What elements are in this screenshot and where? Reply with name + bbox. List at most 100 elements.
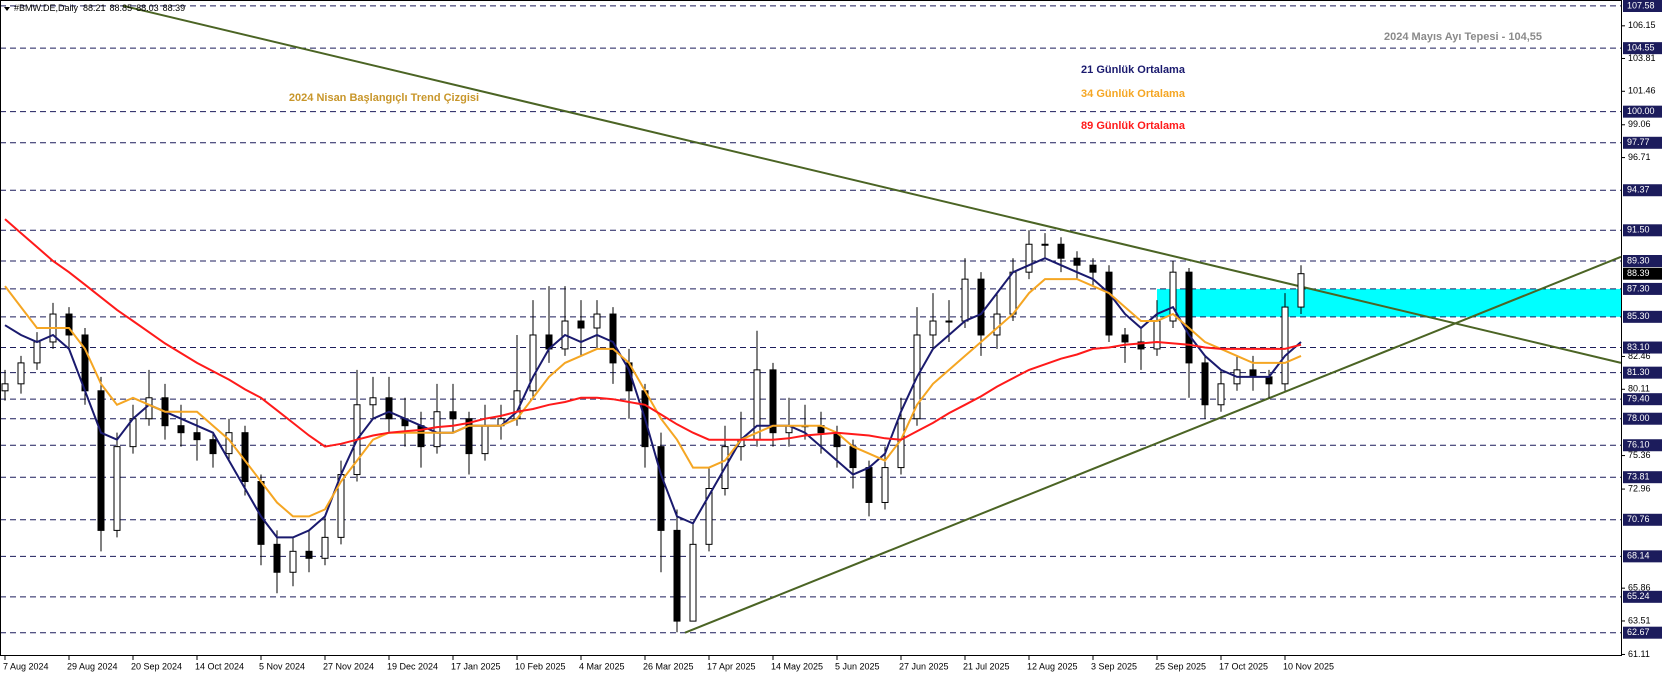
y-tick-label: 63.51 (1628, 615, 1651, 625)
candle-body (305, 550, 313, 559)
candle-body (753, 369, 761, 441)
y-tick-label: 65.86 (1628, 583, 1651, 593)
high-value: 88.85 (110, 3, 133, 13)
candle-body (385, 397, 393, 420)
y-tick-label: 75.36 (1628, 450, 1651, 460)
menu-icon (4, 7, 10, 11)
x-tick-label: 7 Aug 2024 (3, 661, 49, 671)
y-tick-label: 96.71 (1628, 152, 1651, 162)
level-label: 78.00 (1627, 413, 1650, 423)
level-label: 89.30 (1627, 255, 1650, 265)
y-tick-label: 72.96 (1628, 483, 1651, 493)
annotation: 2024 Mayıs Ayı Tepesi - 104,55 (1384, 31, 1542, 43)
last-price-label: 88.39 (1627, 268, 1650, 278)
candle-body (369, 397, 377, 406)
x-tick-label: 14 Oct 2024 (195, 661, 244, 671)
moving-average (4, 218, 1302, 448)
x-tick-label: 4 Mar 2025 (579, 661, 625, 671)
low-value: 88.03 (136, 3, 159, 13)
x-tick-label: 17 Jan 2025 (451, 661, 501, 671)
candle-body (433, 411, 441, 448)
candle-body (209, 439, 217, 455)
candle-body (177, 425, 185, 434)
moving-average (4, 257, 1302, 539)
x-tick-label: 10 Nov 2025 (1283, 661, 1334, 671)
candle-body (65, 313, 73, 336)
candle-body (1121, 334, 1129, 343)
candle-body (529, 334, 537, 392)
level-label: 62.67 (1627, 627, 1650, 637)
candle-body (17, 362, 25, 385)
candle-body (1089, 264, 1097, 273)
level-label: 100.00 (1627, 106, 1655, 116)
level-label: 97.77 (1627, 137, 1650, 147)
candle-body (705, 488, 713, 545)
x-tick-label: 25 Sep 2025 (1155, 661, 1206, 671)
candle-body (865, 467, 873, 503)
candle-body (977, 278, 985, 336)
level-label-bg (1623, 255, 1662, 268)
x-tick-label: 14 May 2025 (771, 661, 823, 671)
trend-line (684, 255, 1622, 634)
candle-body (145, 397, 153, 420)
x-tick-label: 20 Sep 2024 (131, 661, 182, 671)
level-label-bg (1623, 310, 1662, 323)
candle-body (929, 320, 937, 336)
x-tick-label: 17 Apr 2025 (707, 661, 756, 671)
level-label-bg (1623, 224, 1662, 237)
level-label-bg (1623, 0, 1662, 12)
x-tick-label: 26 Mar 2025 (643, 661, 694, 671)
x-tick-label: 10 Feb 2025 (515, 661, 566, 671)
level-label-bg (1623, 513, 1662, 526)
level-label-bg (1623, 105, 1662, 118)
x-tick-label: 27 Jun 2025 (899, 661, 949, 671)
y-tick-label: 99.06 (1628, 119, 1651, 129)
candle-body (961, 278, 969, 322)
level-label: 65.24 (1627, 591, 1650, 601)
candle-body (33, 341, 41, 364)
candle-body (1073, 257, 1081, 266)
candle-body (273, 543, 281, 573)
level-label-bg (1623, 366, 1662, 379)
level-label-bg (1623, 393, 1662, 406)
candle-body (1041, 243, 1049, 246)
level-label: 81.30 (1627, 367, 1650, 377)
legend-entry: 34 Günlük Ortalama (1081, 88, 1186, 100)
zone (1157, 288, 1622, 317)
y-tick-label: 103.81 (1628, 53, 1656, 63)
x-tick-label: 5 Nov 2024 (259, 661, 305, 671)
level-label-bg (1623, 626, 1662, 639)
candle-body (113, 446, 121, 531)
candle-body (1105, 271, 1113, 336)
level-label: 73.81 (1627, 472, 1650, 482)
symbol: #BMW.DE,Daily (14, 3, 79, 13)
candle-body (1297, 273, 1305, 308)
legend-entry: 89 Günlük Ortalama (1081, 120, 1186, 132)
candle-body (1169, 271, 1177, 322)
legend-entry: 21 Günlük Ortalama (1081, 64, 1186, 76)
plot (0, 4, 1622, 634)
x-tick-label: 5 Jun 2025 (835, 661, 880, 671)
y-tick-label: 61.11 (1628, 649, 1650, 659)
candle-body (1025, 243, 1033, 273)
level-label: 68.14 (1627, 551, 1650, 561)
level-label-bg (1623, 590, 1662, 603)
candle-body (81, 334, 89, 392)
level-label-bg (1623, 439, 1662, 452)
level-label-bg (1623, 136, 1662, 149)
level-label: 107.58 (1627, 0, 1655, 10)
candle-body (1281, 306, 1289, 385)
candle-body (321, 536, 329, 559)
y-tick-label: 82.46 (1628, 351, 1651, 361)
x-tick-label: 3 Sep 2025 (1091, 661, 1137, 671)
candle-body (1, 383, 9, 392)
candle-body (465, 418, 473, 455)
candle-body (1057, 243, 1065, 259)
plot-frame (0, 0, 1622, 656)
x-tick-label: 21 Jul 2025 (963, 661, 1010, 671)
level-label: 85.30 (1627, 311, 1650, 321)
candle-body (609, 313, 617, 364)
candle-body (1217, 383, 1225, 406)
y-tick-label: 101.46 (1628, 86, 1656, 96)
